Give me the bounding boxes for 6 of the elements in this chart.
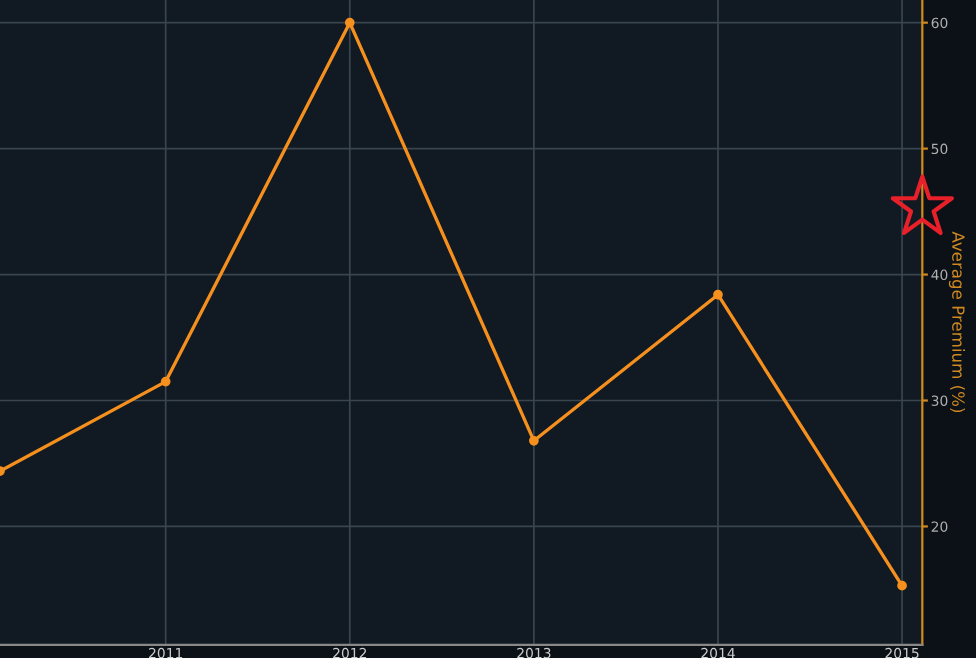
- point: [897, 580, 907, 591]
- point: [529, 435, 539, 446]
- y-axis-title: Average Premium (%): [948, 231, 965, 412]
- point: [160, 376, 171, 387]
- point: [713, 289, 723, 300]
- point: [344, 17, 355, 28]
